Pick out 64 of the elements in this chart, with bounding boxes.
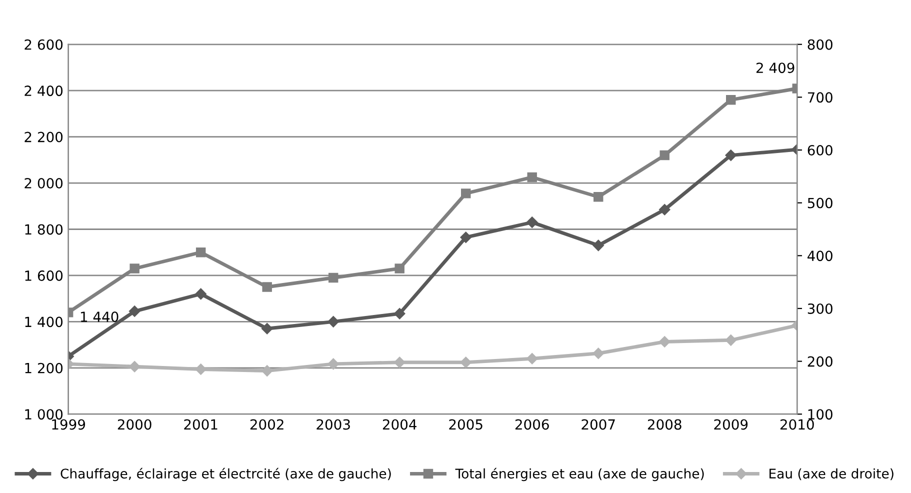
x-tick-label: 2001 [184, 419, 218, 430]
y2-tick-label: 700 [808, 92, 832, 103]
point [128, 360, 140, 372]
point [328, 272, 338, 283]
y2-tick-label: 200 [808, 356, 832, 367]
x-tick-label: 2000 [118, 419, 152, 430]
point [725, 150, 736, 161]
point [261, 365, 273, 376]
legend-label: Total énergies et eau (axe de gauche) [455, 468, 704, 482]
y2-tick-label: 400 [808, 250, 832, 262]
point [659, 336, 670, 348]
y-tick-label: 1 800 [25, 224, 63, 235]
x-tick-label: 2007 [582, 419, 615, 430]
point [659, 204, 670, 216]
y-tick-label: 2 400 [24, 86, 63, 96]
x-tick-label: 2009 [714, 419, 748, 430]
data-label: 1 440 [80, 312, 118, 322]
y2-tick-label: 100 [808, 409, 832, 420]
point [460, 188, 471, 198]
point [394, 264, 404, 274]
x-tick-label: 2004 [382, 419, 416, 430]
point [460, 356, 472, 368]
y-tick-label: 1 000 [25, 409, 63, 420]
y2-tick-label: 500 [808, 198, 832, 208]
y2-tick-label: 600 [808, 144, 832, 156]
y-tick-label: 2 000 [24, 178, 63, 188]
point [130, 264, 140, 274]
point [726, 94, 736, 105]
legend-label: Eau (axe de droite) [770, 468, 894, 480]
y-tick-label: 1 600 [25, 270, 63, 281]
data-label: 2 409 [756, 62, 794, 74]
point [262, 282, 272, 292]
x-tick-label: 2002 [250, 419, 284, 430]
point [394, 308, 406, 320]
point [195, 364, 206, 375]
y-tick-label: 1 200 [25, 362, 63, 374]
point [328, 316, 339, 328]
point [660, 150, 670, 160]
point [128, 306, 140, 317]
y-tick-label: 1 400 [25, 316, 63, 328]
point [527, 172, 537, 182]
point [261, 323, 273, 334]
point [195, 288, 206, 300]
point [460, 232, 472, 243]
point [196, 247, 206, 258]
x-tick-label: 2006 [515, 419, 549, 430]
x-tick-label: 2003 [316, 419, 350, 430]
point [592, 348, 604, 359]
point [394, 356, 406, 368]
x-tick-label: 1999 [52, 419, 86, 430]
legend-label: Chauffage, éclairage et électrcité (axe de gauche) [60, 468, 391, 482]
point [594, 192, 604, 202]
y2-tick-label: 300 [808, 303, 832, 314]
y2-tick-label: 800 [808, 39, 832, 50]
x-tick-label: 2005 [449, 419, 482, 430]
point [328, 358, 339, 370]
point [526, 353, 538, 364]
y-tick-label: 2 600 [24, 39, 63, 50]
point [526, 216, 538, 228]
point [725, 334, 736, 346]
y-tick-label: 2 200 [24, 132, 63, 142]
point [592, 240, 604, 252]
x-tick-label: 2008 [648, 419, 682, 430]
x-tick-label: 2010 [780, 419, 814, 430]
